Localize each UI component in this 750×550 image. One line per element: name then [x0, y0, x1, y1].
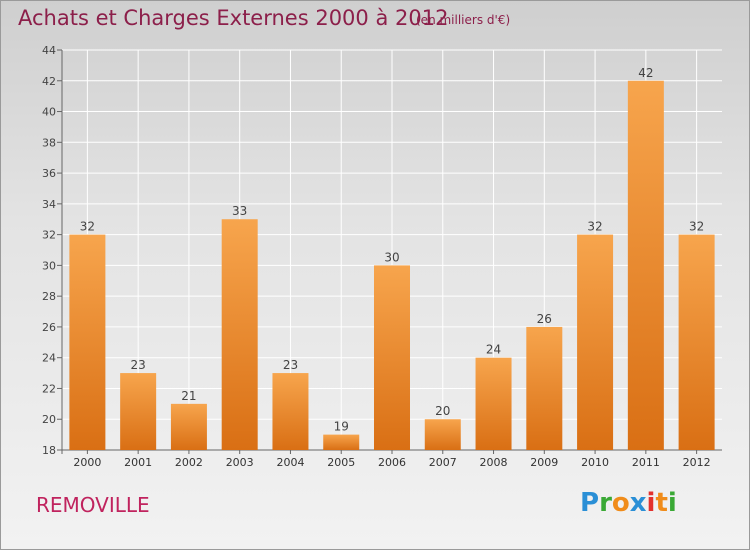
bars [69, 80, 715, 451]
x-tick-label: 2000 [73, 456, 101, 469]
x-tick-label: 2005 [327, 456, 355, 469]
y-tick-label: 44 [42, 44, 56, 57]
value-label: 26 [537, 312, 552, 326]
bar [170, 403, 207, 450]
y-tick-label: 18 [42, 444, 56, 457]
bar [120, 373, 157, 450]
x-tick-label: 2008 [480, 456, 508, 469]
bar [221, 219, 258, 450]
y-tick-label: 34 [42, 198, 56, 211]
x-tick-label: 2006 [378, 456, 406, 469]
value-label: 23 [131, 358, 146, 372]
bar [272, 373, 309, 450]
bar [627, 80, 664, 451]
x-tick-label: 2011 [632, 456, 660, 469]
value-label: 32 [587, 220, 602, 234]
logo-letter: r [599, 488, 612, 518]
bar [526, 326, 563, 450]
y-tick-label: 20 [42, 413, 56, 426]
x-tick-label: 2007 [429, 456, 457, 469]
x-tick-label: 2004 [276, 456, 304, 469]
bar [678, 234, 715, 450]
bar [374, 265, 410, 450]
logo-letter: o [611, 488, 630, 518]
bar [323, 434, 360, 450]
chart-unit: (en milliers d'€) [416, 13, 511, 27]
chart-title: Achats et Charges Externes 2000 à 2012 [18, 6, 449, 30]
y-tick-label: 38 [42, 136, 56, 149]
x-tick-label: 2010 [581, 456, 609, 469]
y-tick-label: 24 [42, 352, 56, 365]
value-label: 33 [232, 204, 247, 218]
x-tick-label: 2001 [124, 456, 152, 469]
value-label: 21 [181, 389, 196, 403]
logo-letter: i [646, 488, 656, 518]
proxiti-logo[interactable]: Proxiti [580, 488, 677, 518]
value-label: 42 [638, 66, 653, 80]
tick-labels: 18 20 22 24 26 28 30 32 34 36 38 40 42 44 2000 2001 2002… [42, 44, 711, 469]
value-label: 20 [435, 404, 450, 418]
y-tick-label: 22 [42, 382, 56, 395]
logo-letter: P [580, 488, 600, 518]
logo-letter: t [655, 488, 668, 518]
x-tick-label: 2009 [530, 456, 558, 469]
bar [69, 234, 106, 450]
commune-name: REMOVILLE [36, 493, 150, 517]
x-tick-label: 2003 [226, 456, 254, 469]
bar [577, 234, 614, 450]
value-label: 24 [486, 343, 501, 357]
y-tick-label: 30 [42, 259, 56, 272]
value-labels: 32 23 21 33 23 19 30 20 24 26 32 42 32 [80, 66, 705, 434]
value-label: 32 [689, 220, 704, 234]
value-label: 23 [283, 358, 298, 372]
y-tick-label: 40 [42, 106, 56, 119]
value-label: 32 [80, 220, 95, 234]
y-tick-label: 36 [42, 167, 56, 180]
bar [475, 357, 512, 450]
value-label: 30 [384, 250, 399, 264]
x-tick-label: 2002 [175, 456, 203, 469]
value-label: 19 [334, 420, 349, 434]
logo-letter: x [629, 488, 647, 518]
y-tick-label: 32 [42, 229, 56, 242]
y-tick-label: 26 [42, 321, 56, 334]
bar [424, 419, 461, 450]
x-tick-label: 2012 [683, 456, 711, 469]
y-tick-label: 42 [42, 75, 56, 88]
logo-letter: i [667, 488, 677, 518]
y-tick-label: 28 [42, 290, 56, 303]
